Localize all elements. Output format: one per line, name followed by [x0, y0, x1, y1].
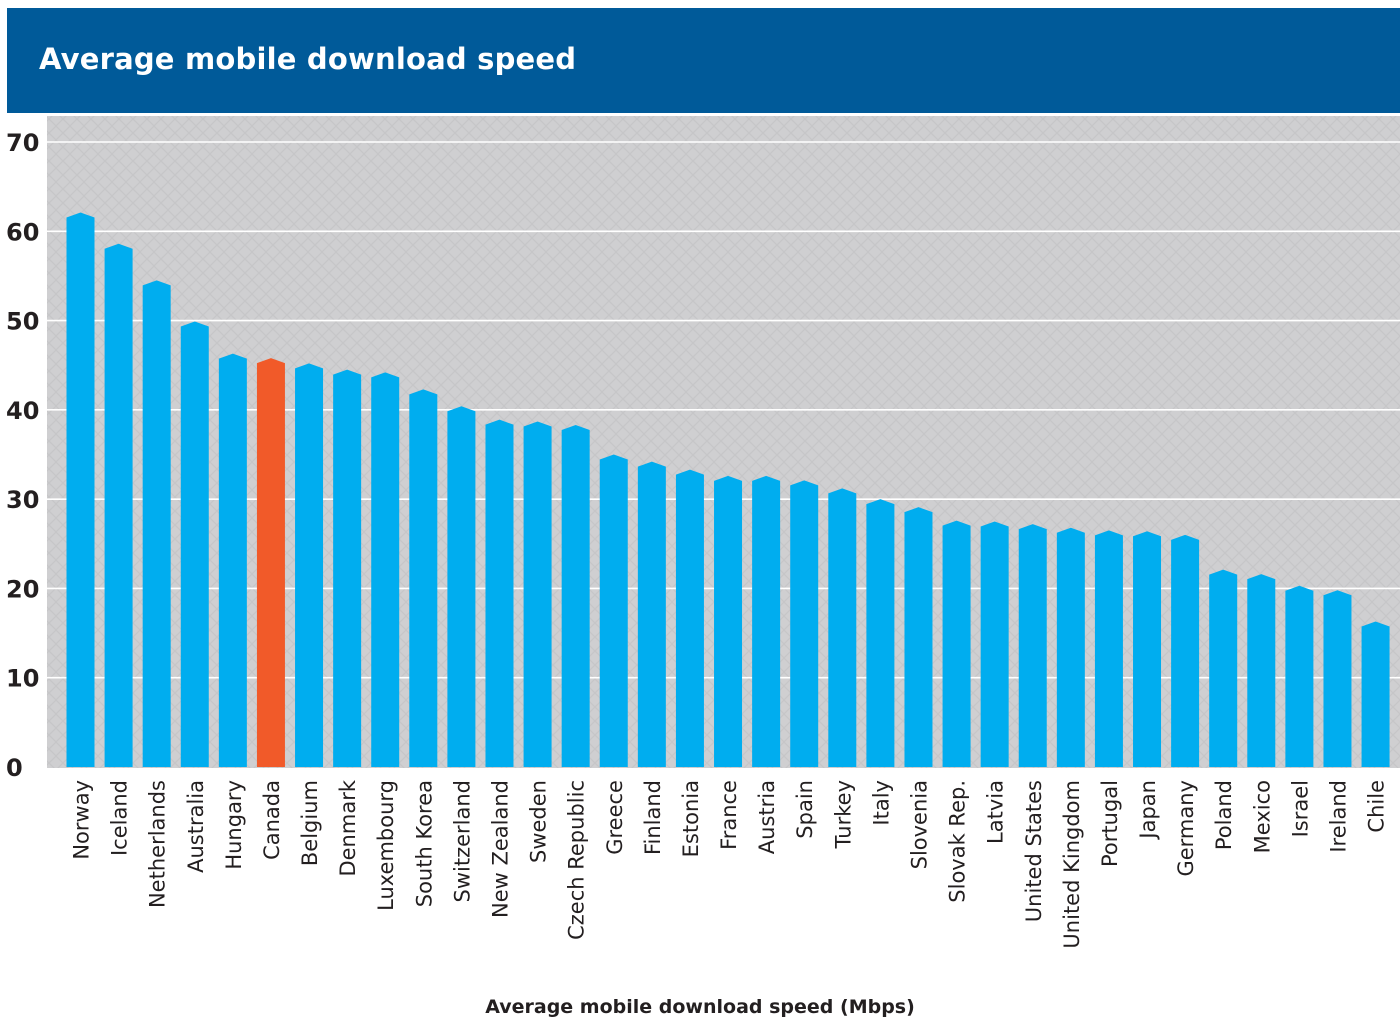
x-tick-label: Latvia: [984, 780, 1008, 844]
x-tick-label: Greece: [603, 780, 627, 855]
bar-hungary: [218, 353, 247, 767]
bar-poland: [1209, 569, 1238, 767]
bar-united-kingdom: [1056, 527, 1085, 767]
x-tick-label: Israel: [1288, 780, 1312, 837]
bar-chile: [1361, 621, 1390, 767]
bar-mexico: [1247, 574, 1276, 767]
bar-belgium: [295, 363, 324, 767]
x-tick-label: Czech Republic: [565, 780, 589, 940]
x-tick-label: Japan: [1136, 780, 1160, 841]
x-tick-label: France: [717, 780, 741, 850]
x-tick-label: Belgium: [298, 780, 322, 866]
x-tick-label: Luxembourg: [374, 780, 398, 911]
x-tick-label: Mexico: [1250, 780, 1274, 853]
x-tick-label: Austria: [755, 780, 779, 854]
y-tick-label: 70: [6, 129, 39, 157]
bar-south-korea: [409, 389, 438, 767]
x-tick-label: Slovak Rep.: [946, 780, 970, 903]
x-tick-label: Turkey: [831, 780, 855, 849]
bar-italy: [866, 499, 895, 767]
bar-slovenia: [904, 507, 933, 767]
bar-latvia: [980, 521, 1009, 767]
bar-new-zealand: [485, 419, 514, 767]
bar-slovak-rep: [942, 520, 971, 767]
bar-israel: [1285, 585, 1314, 767]
x-tick-label: United Kingdom: [1060, 780, 1084, 949]
bar-germany: [1171, 534, 1200, 767]
x-tick-label: Iceland: [108, 780, 132, 856]
x-tick-label: New Zealand: [488, 780, 512, 918]
bar-canada: [256, 358, 285, 767]
bar-netherlands: [142, 280, 171, 767]
x-tick-label: Slovenia: [907, 780, 931, 869]
x-tick-label: Norway: [70, 780, 94, 860]
y-tick-label: 40: [6, 397, 39, 425]
bar-united-states: [1018, 524, 1047, 767]
bar-austria: [752, 475, 781, 767]
x-tick-label: Switzerland: [450, 780, 474, 903]
bar-turkey: [828, 488, 857, 767]
bar-luxembourg: [371, 372, 400, 767]
bar-spain: [790, 480, 819, 767]
y-tick-label: 10: [6, 665, 39, 693]
x-tick-label: Finland: [641, 780, 665, 855]
y-tick-label: 0: [6, 754, 23, 782]
y-tick-label: 30: [6, 486, 39, 514]
bar-greece: [599, 454, 628, 767]
x-tick-label: United States: [1022, 780, 1046, 922]
x-tick-label: Hungary: [222, 780, 246, 870]
bar-estonia: [675, 469, 704, 767]
chart-title: Average mobile download speed: [39, 42, 577, 76]
bar-australia: [180, 321, 209, 767]
bar-switzerland: [447, 406, 476, 767]
x-tick-label: Spain: [793, 780, 817, 839]
bar-japan: [1133, 531, 1162, 767]
x-axis-title: Average mobile download speed (Mbps): [485, 996, 915, 1018]
x-tick-label: Estonia: [679, 780, 703, 857]
x-tick-label: South Korea: [412, 780, 436, 907]
y-tick-label: 20: [6, 575, 39, 603]
x-tick-label: Denmark: [336, 779, 360, 876]
x-tick-label: Germany: [1174, 780, 1198, 877]
bar-portugal: [1094, 530, 1123, 767]
bar-iceland: [104, 243, 133, 768]
chart-header: Average mobile download speed: [7, 8, 1400, 113]
bar-finland: [637, 461, 666, 767]
y-tick-label: 50: [6, 308, 39, 336]
x-tick-label: Australia: [184, 780, 208, 873]
y-tick-label: 60: [6, 218, 39, 246]
x-tick-label: Ireland: [1326, 780, 1350, 853]
x-tick-label: Portugal: [1098, 780, 1122, 867]
bar-denmark: [333, 369, 362, 767]
x-tick-label: Canada: [260, 780, 284, 860]
x-tick-label: Chile: [1365, 780, 1389, 833]
bar-norway: [66, 212, 95, 768]
x-tick-label: Italy: [869, 780, 893, 826]
x-tick-label: Netherlands: [146, 780, 170, 908]
bar-france: [714, 475, 743, 767]
bar-ireland: [1323, 590, 1352, 767]
x-tick-label: Sweden: [527, 780, 551, 863]
x-tick-label: Poland: [1212, 780, 1236, 850]
bar-czech-republic: [561, 425, 590, 767]
bar-sweden: [523, 421, 552, 767]
